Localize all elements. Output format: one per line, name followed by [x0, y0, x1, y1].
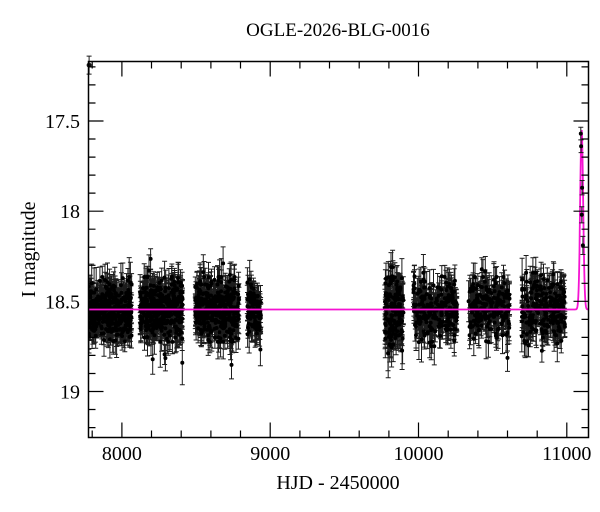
x-tick-label: 11000	[542, 443, 591, 465]
plot-frame-and-ticks	[87, 60, 590, 439]
peak-data-points	[578, 131, 585, 248]
y-tick-label: 18	[60, 201, 80, 223]
chart-title: OGLE-2026-BLG-0016	[246, 20, 430, 41]
axis-ticks	[88, 61, 589, 438]
model-curve	[88, 129, 589, 311]
peak-data-points-layer	[578, 126, 586, 255]
y-axis-label: I magnitude	[18, 201, 40, 297]
y-tick-label: 19	[60, 382, 80, 404]
y-tick-label: 17.5	[45, 111, 80, 133]
data-points	[519, 270, 567, 353]
x-tick-label: 9000	[250, 443, 290, 465]
data-points	[466, 267, 512, 360]
y-tick-label: 18.5	[45, 291, 80, 313]
model-curve-layer	[88, 129, 589, 311]
tick-labels: 8000 9000 10000 11000 17.5 18 18.5 19	[45, 111, 591, 465]
x-axis-label: HJD - 2450000	[276, 472, 399, 494]
data-points	[138, 256, 185, 365]
data-points	[193, 261, 241, 367]
x-tick-label: 8000	[102, 443, 142, 465]
data-points	[245, 277, 263, 352]
plot-frame	[87, 60, 590, 439]
x-tick-label: 10000	[394, 443, 444, 465]
